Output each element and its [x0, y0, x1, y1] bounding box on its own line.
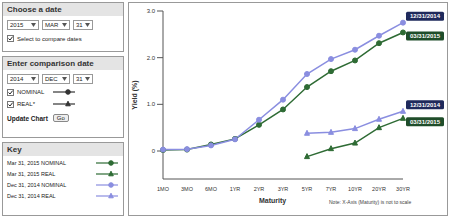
html-text:NOMINAL: NOMINAL: [17, 89, 45, 95]
html-text:REAL*: REAL*: [17, 101, 35, 107]
svg-text:7YR: 7YR: [326, 186, 337, 192]
html-text:Choose a date: Choose a date: [7, 5, 62, 14]
svg-text:2YR: 2YR: [254, 186, 265, 192]
svg-text:5YR: 5YR: [302, 186, 313, 192]
svg-text:2.0: 2.0: [147, 55, 156, 61]
svg-text:3YR: 3YR: [278, 186, 289, 192]
svg-text:12/31/2014: 12/31/2014: [410, 102, 441, 108]
svg-text:1MO: 1MO: [157, 186, 170, 192]
svg-text:3MO: 3MO: [181, 186, 194, 192]
html-text:Mar 31, 2015 REAL: Mar 31, 2015 REAL: [7, 171, 56, 177]
html-text:31: 31: [76, 22, 83, 28]
html-text:Select to compare dates: Select to compare dates: [17, 35, 82, 42]
html-text:Key: Key: [7, 145, 22, 154]
html-text:31: 31: [76, 76, 83, 82]
html-text:Go: Go: [56, 115, 65, 121]
html-text:MAR: MAR: [45, 22, 59, 28]
svg-text:03/31/2015: 03/31/2015: [410, 33, 441, 39]
html-text:Enter comparison date: Enter comparison date: [7, 59, 94, 68]
html-text:Dec 31, 2014 REAL: Dec 31, 2014 REAL: [7, 193, 56, 199]
svg-text:30YR: 30YR: [396, 186, 410, 192]
html-text:Note: X-Axis (Maturity) is not: Note: X-Axis (Maturity) is not to scale: [329, 199, 412, 205]
html-text:Mar 31, 2015 NOMINAL: Mar 31, 2015 NOMINAL: [7, 160, 66, 166]
svg-text:Yield (%): Yield (%): [131, 80, 139, 109]
html-text:Dec 31, 2014 NOMINAL: Dec 31, 2014 NOMINAL: [7, 182, 67, 188]
html-text:Maturity: Maturity: [259, 197, 287, 204]
svg-text:1.0: 1.0: [147, 101, 156, 107]
html-text:2014: 2014: [10, 76, 24, 82]
svg-text:12/31/2014: 12/31/2014: [410, 13, 441, 19]
svg-text:10YR: 10YR: [348, 186, 362, 192]
html-text:Update Chart: Update Chart: [7, 114, 48, 122]
html-text:DEC: DEC: [45, 76, 58, 82]
svg-text:03/31/2015: 03/31/2015: [410, 119, 441, 125]
html-text:2015: 2015: [10, 22, 24, 28]
svg-text:6MO: 6MO: [205, 186, 218, 192]
svg-text:3.0: 3.0: [147, 8, 156, 14]
svg-text:0: 0: [152, 148, 156, 154]
svg-text:20YR: 20YR: [372, 186, 386, 192]
svg-text:1YR: 1YR: [230, 186, 241, 192]
